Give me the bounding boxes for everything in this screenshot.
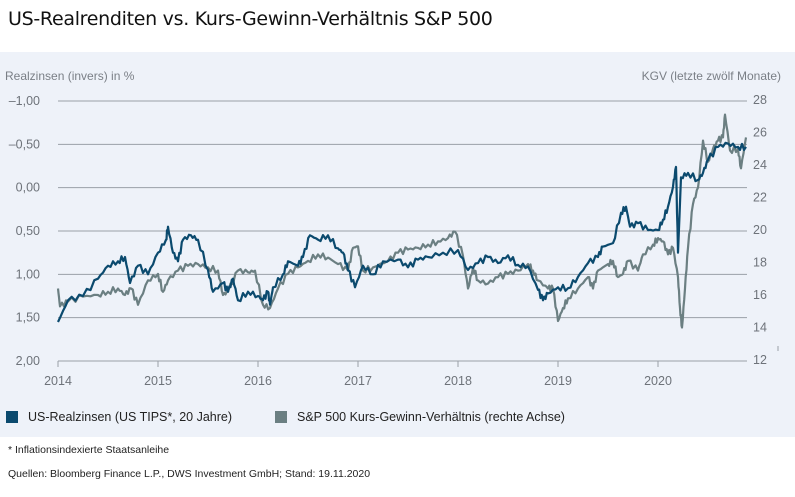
- series-line-real-yield: [57, 141, 747, 323]
- right-tick-label: 16: [753, 288, 767, 302]
- left-tick-label: 1,00: [16, 267, 40, 281]
- footnote: * Inflationsindexierte Staatsanleihe: [8, 444, 170, 456]
- series-line-pe: [56, 113, 748, 329]
- right-tick-label: 18: [753, 256, 767, 270]
- chart-panel: [0, 52, 795, 437]
- legend-label-pe: S&P 500 Kurs-Gewinn-Verhältnis (rechte A…: [297, 410, 565, 424]
- legend-swatch-pe: [275, 411, 287, 423]
- right-tick-label: 22: [753, 191, 767, 205]
- right-tick-label: 24: [753, 158, 767, 172]
- legend-swatch-real-yield: [6, 411, 18, 423]
- right-axis-title: KGV (letzte zwölf Monate): [642, 69, 781, 83]
- x-tick-label: 2018: [444, 374, 472, 388]
- legend-item-real-yield: US-Realzinsen (US TIPS*, 20 Jahre): [6, 410, 232, 424]
- right-tick-label: 20: [753, 223, 767, 237]
- source-note: Quellen: Bloomberg Finance L.P., DWS Inv…: [8, 468, 371, 480]
- legend-item-pe: S&P 500 Kurs-Gewinn-Verhältnis (rechte A…: [275, 410, 565, 424]
- x-tick-label: 2019: [544, 374, 572, 388]
- left-tick-label: 1,50: [16, 311, 40, 325]
- x-tick-label: 2015: [144, 374, 172, 388]
- right-tick-label: 12: [753, 353, 767, 367]
- left-tick-label: 0,50: [16, 224, 40, 238]
- right-tick-label: 26: [753, 126, 767, 140]
- left-tick-label: –1,00: [9, 94, 40, 108]
- right-tick-label: 14: [753, 321, 767, 335]
- left-tick-label: –0,50: [9, 137, 40, 151]
- x-tick-label: 2020: [644, 374, 672, 388]
- x-tick-label: 2017: [344, 374, 372, 388]
- right-tick-label: 28: [753, 93, 767, 107]
- left-tick-label: 2,00: [16, 354, 40, 368]
- left-tick-label: 0,00: [16, 181, 40, 195]
- x-tick-label: 2016: [244, 374, 272, 388]
- legend-label-real-yield: US-Realzinsen (US TIPS*, 20 Jahre): [28, 410, 233, 424]
- left-axis-title: Realzinsen (invers) in %: [5, 69, 135, 83]
- chart-title: US-Realrenditen vs. Kurs-Gewinn-Verhältn…: [8, 8, 493, 30]
- x-tick-label: 2014: [44, 374, 72, 388]
